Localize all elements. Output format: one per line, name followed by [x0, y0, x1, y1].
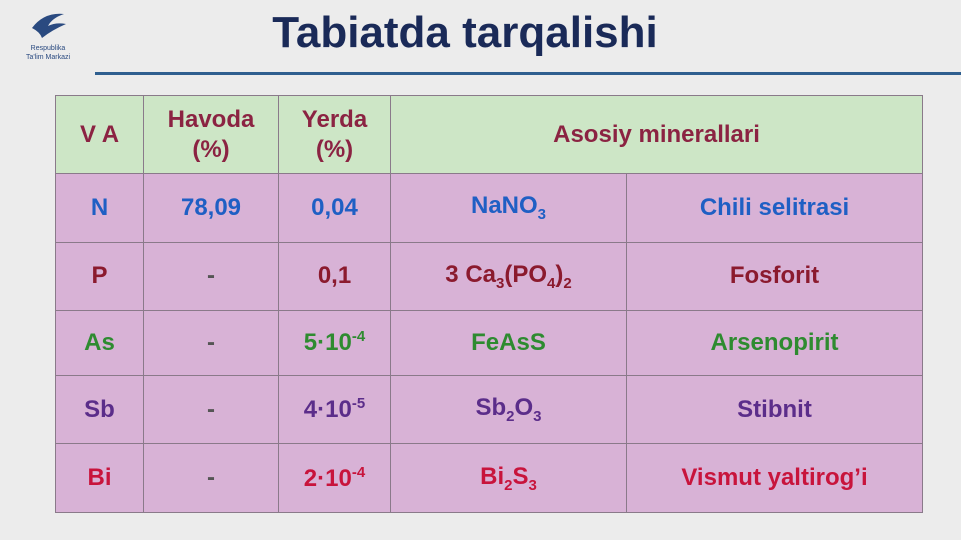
air-cell: - — [143, 241, 279, 312]
formula-text: S — [512, 462, 529, 490]
formula-text: 0,1 — [317, 262, 352, 290]
header-cell: V A — [55, 95, 144, 174]
formula-text: O — [514, 394, 534, 422]
supscript: -4 — [351, 463, 366, 481]
formula-cell: 3 Ca3(PO4)2 — [390, 241, 627, 312]
logo-text: Respublika — [30, 45, 66, 52]
header-text: (%) — [192, 135, 230, 163]
formula-text: ) — [555, 260, 564, 288]
table-row: P -0,1 3 Ca3(PO4)2 Fosforit — [55, 241, 924, 312]
subscript: 3 — [537, 206, 547, 224]
mineral-cell: Fosforit — [625, 241, 924, 312]
formula-cell: FeAsS — [390, 310, 627, 376]
logo-icon — [32, 13, 66, 38]
header-row: V A Havoda (%) Yerda (%) Asosiy minerallari — [55, 95, 924, 174]
formula-cell: Bi2S3 — [390, 443, 627, 513]
header-text: V A — [79, 120, 120, 148]
earth-cell: 5·10-4 — [278, 310, 391, 376]
table-row: N 78,09 0,04 NaNO3 Chili selitrasi — [55, 173, 924, 243]
title: Tabiatda tarqalishi — [272, 8, 658, 57]
air-cell: - — [143, 310, 279, 376]
table-row: As -5·10-4 FeAsS Arsenopirit — [55, 310, 924, 376]
subscript: 3 — [528, 476, 537, 494]
header-text: Havoda — [167, 105, 255, 133]
formula-text: FeAsS — [471, 328, 546, 356]
element-cell: P — [55, 241, 144, 312]
air-cell: 78,09 — [143, 173, 279, 243]
header-cell: Havoda (%) — [143, 95, 279, 174]
element-cell: N — [55, 173, 144, 243]
table-row: Sb -4·10-5 Sb2O3 Stibnit — [55, 374, 924, 445]
header-cell: Asosiy minerallari — [389, 95, 924, 174]
formula-text: 2·10 — [303, 464, 352, 492]
mineral-cell: Chili selitrasi — [625, 173, 924, 243]
earth-cell: 2·10-4 — [278, 443, 391, 513]
air-cell: - — [143, 374, 279, 445]
formula-cell: NaNO3 — [390, 173, 627, 243]
logo-text: Ta'lim Markazi — [25, 54, 71, 61]
table-body: N 78,09 0,04 NaNO3 Chili selitrasi P -0,1 3 Ca3… — [55, 173, 924, 513]
subscript: 3 — [496, 274, 505, 292]
subscript: 2 — [506, 407, 515, 425]
mineral-cell: Arsenopirit — [625, 310, 924, 376]
header-cell: Yerda (%) — [278, 95, 391, 174]
formula-text: 3 Ca — [445, 260, 496, 288]
logo: Respublika Ta'lim Markazi — [8, 8, 88, 62]
element-cell: Bi — [55, 443, 144, 513]
formula-text: NaNO — [470, 192, 538, 220]
element-cell: As — [55, 310, 144, 376]
formula-text: (PO — [504, 260, 548, 288]
table: V A Havoda (%) Yerda (%) Asosiy minerallari N… — [55, 95, 924, 513]
formula-text: Sb — [475, 394, 507, 422]
mineral-cell: Stibnit — [625, 374, 924, 445]
formula-cell: Sb2O3 — [390, 374, 627, 445]
subscript: 3 — [533, 407, 542, 425]
air-cell: - — [143, 443, 279, 513]
earth-cell: 4·10-5 — [278, 374, 391, 445]
subscript: 2 — [504, 476, 513, 494]
header-text: Yerda — [301, 105, 368, 133]
element-cell: Sb — [55, 374, 144, 445]
title-rule — [95, 72, 961, 75]
formula-text: 4·10 — [303, 396, 352, 424]
earth-cell: 0,04 — [278, 173, 391, 243]
formula-text: 5·10 — [303, 329, 352, 357]
subscript: 4 — [547, 274, 556, 292]
mineral-cell: Vismut yaltirog’i — [625, 443, 924, 513]
subscript: 2 — [563, 274, 572, 292]
table-row: Bi -2·10-4 Bi2S3 Vismut yaltirog’i — [55, 443, 924, 513]
header-text: (%) — [315, 135, 354, 163]
formula-text: Bi — [480, 462, 505, 490]
supscript: -5 — [351, 395, 366, 413]
supscript: -4 — [351, 328, 366, 346]
header-text: Asosiy minerallari — [553, 120, 760, 148]
formula-text: 0,04 — [311, 193, 358, 221]
earth-cell: 0,1 — [278, 241, 391, 312]
